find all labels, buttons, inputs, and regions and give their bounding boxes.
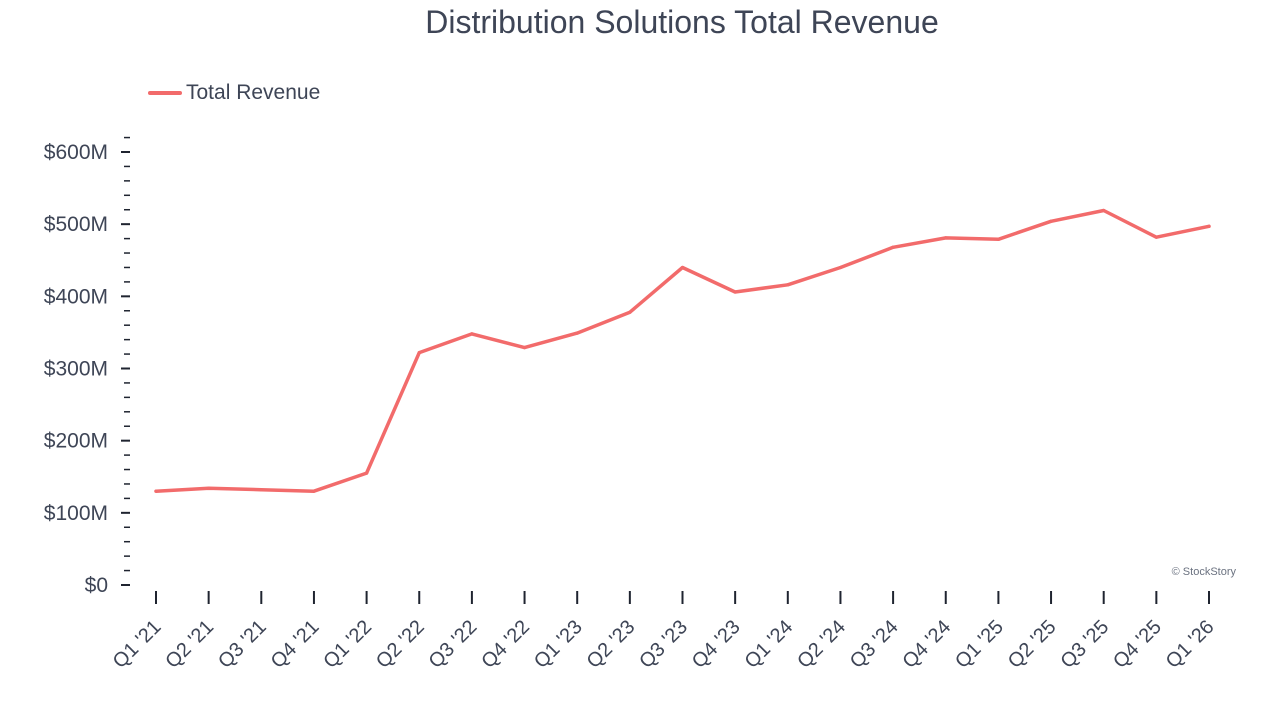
- data-point: [575, 331, 579, 335]
- data-point: [996, 237, 1001, 241]
- x-tick-label: Q3 '25: [1056, 616, 1113, 673]
- data-point: [1154, 235, 1158, 239]
- data-point: [891, 245, 895, 249]
- x-tick-label: Q1 '24: [741, 616, 798, 673]
- x-tick-label: Q4 '21: [267, 616, 324, 673]
- x-tick-label: Q1 '22: [319, 616, 376, 673]
- y-tick-label: $400M: [44, 285, 108, 308]
- data-point: [838, 265, 843, 270]
- data-point: [1102, 208, 1106, 213]
- x-tick-label: Q2 '22: [372, 616, 429, 673]
- data-point: [680, 265, 685, 270]
- series-total-revenue: [154, 208, 1211, 493]
- x-tick-label: Q1 '23: [530, 616, 587, 673]
- series-line: [154, 208, 1211, 493]
- x-tick-label: Q2 '21: [161, 616, 218, 673]
- data-point: [154, 489, 158, 493]
- data-point: [259, 488, 263, 492]
- data-point: [1049, 219, 1053, 223]
- data-point: [786, 283, 790, 287]
- y-tick-label: $200M: [44, 430, 108, 453]
- data-point: [207, 486, 211, 490]
- y-axis: $0 $100M $200M $300M $400M $500M $600M: [44, 136, 130, 597]
- x-tick-label: Q1 '21: [109, 616, 166, 673]
- data-point: [417, 351, 421, 355]
- data-point: [733, 290, 737, 294]
- x-tick-label: Q3 '24: [846, 616, 903, 673]
- data-point: [628, 310, 632, 314]
- x-tick-label: Q3 '21: [214, 616, 271, 673]
- y-tick-label: $600M: [44, 141, 108, 164]
- x-tick-label: Q2 '24: [793, 616, 850, 673]
- y-tick-label: $500M: [44, 213, 108, 236]
- data-point: [944, 236, 948, 240]
- y-tick-label: $100M: [44, 502, 108, 525]
- y-tick-label: $300M: [44, 358, 108, 381]
- data-point: [312, 489, 316, 493]
- data-point: [365, 471, 369, 475]
- x-tick-label: Q2 '25: [1004, 616, 1061, 673]
- x-tick-label: Q3 '23: [635, 616, 692, 673]
- x-tick-label: Q4 '23: [688, 616, 745, 673]
- x-tick-label: Q1 '26: [1162, 616, 1219, 673]
- legend: Total Revenue: [148, 81, 320, 104]
- x-tick-label: Q4 '24: [898, 616, 955, 673]
- chart-title: Distribution Solutions Total Revenue: [425, 4, 938, 40]
- data-point: [522, 345, 527, 350]
- data-point: [470, 332, 474, 336]
- legend-label-total-revenue: Total Revenue: [186, 81, 320, 104]
- y-tick-label: $0: [85, 574, 108, 597]
- x-tick-label: Q1 '25: [951, 616, 1008, 673]
- x-tick-label: Q2 '23: [583, 616, 640, 673]
- x-tick-label: Q3 '22: [425, 616, 482, 673]
- x-tick-label: Q4 '25: [1109, 616, 1166, 673]
- data-point: [1207, 224, 1211, 228]
- credit-label: © StockStory: [1172, 566, 1237, 578]
- x-tick-label: Q4 '22: [477, 616, 534, 673]
